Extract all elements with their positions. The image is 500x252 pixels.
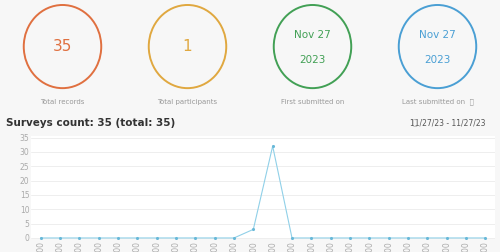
Text: 1: 1 xyxy=(182,39,192,54)
Text: Surveys count: 35 (total: 35): Surveys count: 35 (total: 35) xyxy=(6,118,175,128)
Point xyxy=(134,236,141,240)
Point xyxy=(424,236,432,240)
Point xyxy=(288,236,296,240)
Point xyxy=(268,144,276,148)
Text: 📅: 📅 xyxy=(412,118,417,128)
Point xyxy=(76,236,84,240)
Text: Nov 27: Nov 27 xyxy=(294,30,331,41)
Point xyxy=(366,236,374,240)
Point xyxy=(36,236,44,240)
Text: First submitted on: First submitted on xyxy=(281,99,344,105)
Text: 2023: 2023 xyxy=(300,55,326,65)
Point xyxy=(114,236,122,240)
Text: 11/27/23 - 11/27/23: 11/27/23 - 11/27/23 xyxy=(410,118,486,128)
Point xyxy=(442,236,450,240)
Point xyxy=(250,227,258,231)
Point xyxy=(482,236,490,240)
Text: 35: 35 xyxy=(53,39,72,54)
Point xyxy=(326,236,334,240)
Point xyxy=(308,236,316,240)
Text: 2023: 2023 xyxy=(424,55,450,65)
Point xyxy=(384,236,392,240)
Point xyxy=(462,236,470,240)
Text: Total participants: Total participants xyxy=(158,99,218,105)
Text: Last submitted on  ⓘ: Last submitted on ⓘ xyxy=(402,98,473,105)
Text: Nov 27: Nov 27 xyxy=(419,30,456,41)
Point xyxy=(94,236,102,240)
Point xyxy=(346,236,354,240)
Text: Total records: Total records xyxy=(40,99,84,105)
Point xyxy=(404,236,412,240)
Point xyxy=(230,236,238,240)
Point xyxy=(152,236,160,240)
Point xyxy=(192,236,200,240)
Point xyxy=(172,236,180,240)
Point xyxy=(56,236,64,240)
Point xyxy=(210,236,218,240)
